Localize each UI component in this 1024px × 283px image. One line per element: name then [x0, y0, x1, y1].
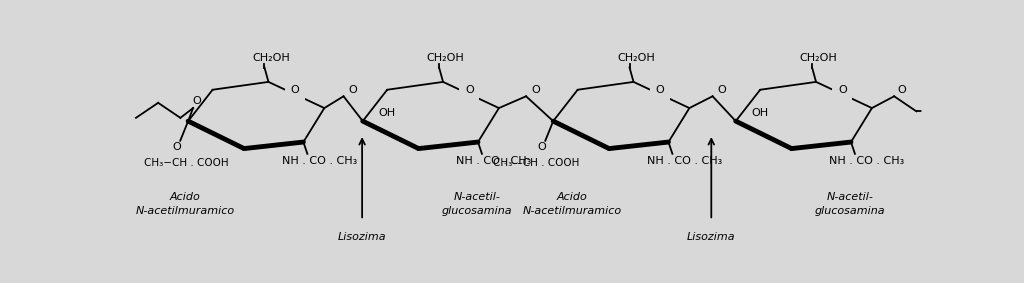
Text: NH . CO . CH₃: NH . CO . CH₃: [457, 156, 531, 166]
Text: NH . CO . CH₃: NH . CO . CH₃: [282, 156, 357, 166]
Text: O: O: [291, 85, 299, 95]
Text: O: O: [349, 85, 357, 95]
Text: Lisozima: Lisozima: [687, 231, 735, 242]
Text: CH₂OH: CH₂OH: [252, 53, 290, 63]
Text: O: O: [718, 85, 726, 95]
Text: CH₂OH: CH₂OH: [617, 53, 654, 63]
Text: O: O: [655, 85, 665, 95]
Text: CH₃––CH . COOH: CH₃––CH . COOH: [494, 158, 580, 168]
Text: O: O: [172, 142, 180, 152]
Text: O: O: [193, 96, 202, 106]
Text: O: O: [531, 85, 540, 95]
Text: NH . CO . CH₃: NH . CO . CH₃: [647, 156, 722, 166]
Text: O: O: [898, 85, 906, 95]
Text: CH₂OH: CH₂OH: [427, 53, 464, 63]
Text: Lisozima: Lisozima: [338, 231, 386, 242]
Text: Acido
N-acetilmuramico: Acido N-acetilmuramico: [523, 192, 622, 216]
Text: O: O: [838, 85, 847, 95]
Text: CH₂OH: CH₂OH: [800, 53, 838, 63]
Text: OH: OH: [752, 108, 769, 118]
Text: N-acetil-
glucosamina: N-acetil- glucosamina: [815, 192, 886, 216]
Text: CH₃−CH . COOH: CH₃−CH . COOH: [143, 158, 228, 168]
Text: OH: OH: [379, 108, 395, 118]
Text: NH . CO . CH₃: NH . CO . CH₃: [829, 156, 904, 166]
Text: N-acetil-
glucosamina: N-acetil- glucosamina: [442, 192, 512, 216]
Text: O: O: [465, 85, 474, 95]
Text: O: O: [537, 142, 546, 152]
Text: Acido
N-acetilmuramico: Acido N-acetilmuramico: [135, 192, 234, 216]
